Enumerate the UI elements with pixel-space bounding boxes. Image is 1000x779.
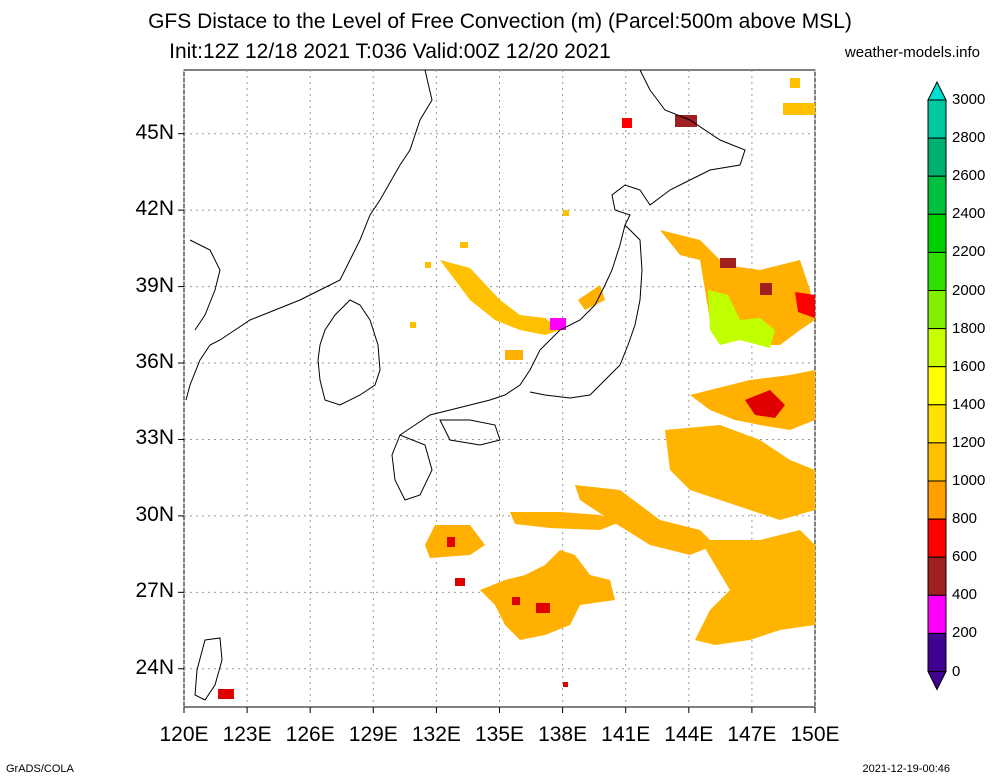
lat-tick-label: 39N [135,273,174,297]
colorbar-swatch [927,251,947,291]
lat-tick-label: 42N [135,197,174,221]
colorbar-min-arrow [927,671,947,691]
colorbar-max-arrow [927,80,947,101]
lat-tick-label: 24N [135,655,174,679]
colorbar-label: 2200 [952,243,986,261]
lon-tick-label: 144E [664,723,714,746]
colorbar-label: 200 [952,624,978,642]
colorbar-label: 800 [952,510,978,528]
colorbar-swatch [927,290,947,330]
colorbar-label: 2000 [952,281,986,299]
colorbar-swatch [927,99,947,139]
title-line-1: GFS Distace to the Level of Free Convect… [148,10,852,33]
colorbar-label: 1400 [952,395,986,413]
lon-tick-label: 141E [601,723,651,746]
axis-ticks [178,133,816,713]
colorbar-label: 2400 [952,205,986,223]
colorbar-swatch [927,137,947,177]
colorbar-label: 600 [952,548,978,566]
colorbar-swatch [927,442,947,482]
colorbar-label: 1800 [952,319,986,337]
colorbar-swatch [927,556,947,596]
colorbar-swatch [927,213,947,253]
colorbar-swatch [927,594,947,634]
colorbar-label: 2800 [952,129,986,147]
colorbar-swatch [927,480,947,520]
lon-tick-label: 138E [538,723,588,746]
coastlines [185,69,746,701]
colorbar-label: 400 [952,586,978,604]
colorbar-swatch [927,632,947,673]
credit-label: GrADS/COLA [6,763,74,775]
colorbar [927,80,947,691]
lfc-field [218,78,815,699]
colorbar-label: 1200 [952,433,986,451]
lat-tick-label: 45N [135,120,174,144]
lon-tick-label: 150E [790,723,840,746]
colorbar-label: 0 [952,662,961,680]
lat-tick-label: 33N [135,426,174,450]
colorbar-swatch [927,175,947,215]
colorbar-label: 3000 [952,91,986,108]
lat-tick-label: 27N [135,579,174,603]
colorbar-label: 2600 [952,167,986,185]
lon-tick-label: 147E [727,723,777,746]
site-label: weather-models.info [844,44,980,61]
colorbar-label: 1600 [952,357,986,375]
lat-tick-label: 36N [135,350,174,374]
timestamp-label: 2021-12-19-00:46 [862,763,950,775]
lon-tick-label: 132E [411,723,461,746]
colorbar-swatch [927,328,947,368]
lon-tick-label: 120E [159,723,209,746]
colorbar-swatch [927,366,947,406]
lon-tick-label: 129E [348,723,398,746]
lon-tick-label: 126E [285,723,335,746]
colorbar-swatch [927,404,947,444]
colorbar-label: 1000 [952,472,986,489]
colorbar-swatch [927,518,947,558]
lat-tick-label: 30N [135,502,174,526]
title-line-2: Init:12Z 12/18 2021 T:036 Valid:00Z 12/2… [169,40,611,63]
lon-tick-label: 135E [474,723,525,746]
lon-tick-label: 123E [222,723,272,746]
